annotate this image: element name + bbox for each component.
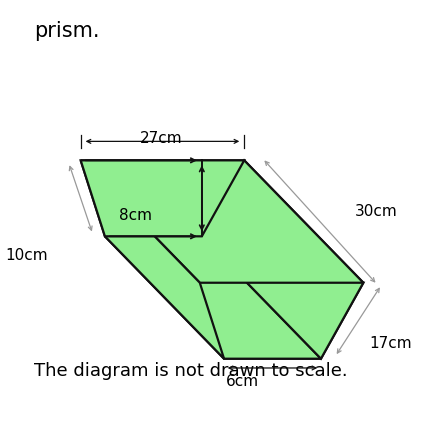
Text: prism.: prism.	[34, 21, 100, 41]
Polygon shape	[105, 236, 321, 359]
Text: 30cm: 30cm	[355, 203, 398, 219]
Text: 17cm: 17cm	[369, 336, 412, 352]
Text: 6cm: 6cm	[226, 374, 259, 389]
Text: 10cm: 10cm	[6, 248, 49, 263]
Polygon shape	[200, 283, 363, 359]
Polygon shape	[81, 160, 363, 283]
Text: 27cm: 27cm	[140, 131, 183, 146]
Polygon shape	[81, 160, 244, 236]
Polygon shape	[81, 160, 224, 359]
Text: The diagram is not drawn to scale.: The diagram is not drawn to scale.	[34, 362, 348, 380]
Polygon shape	[202, 160, 363, 359]
Text: 8cm: 8cm	[119, 208, 151, 223]
